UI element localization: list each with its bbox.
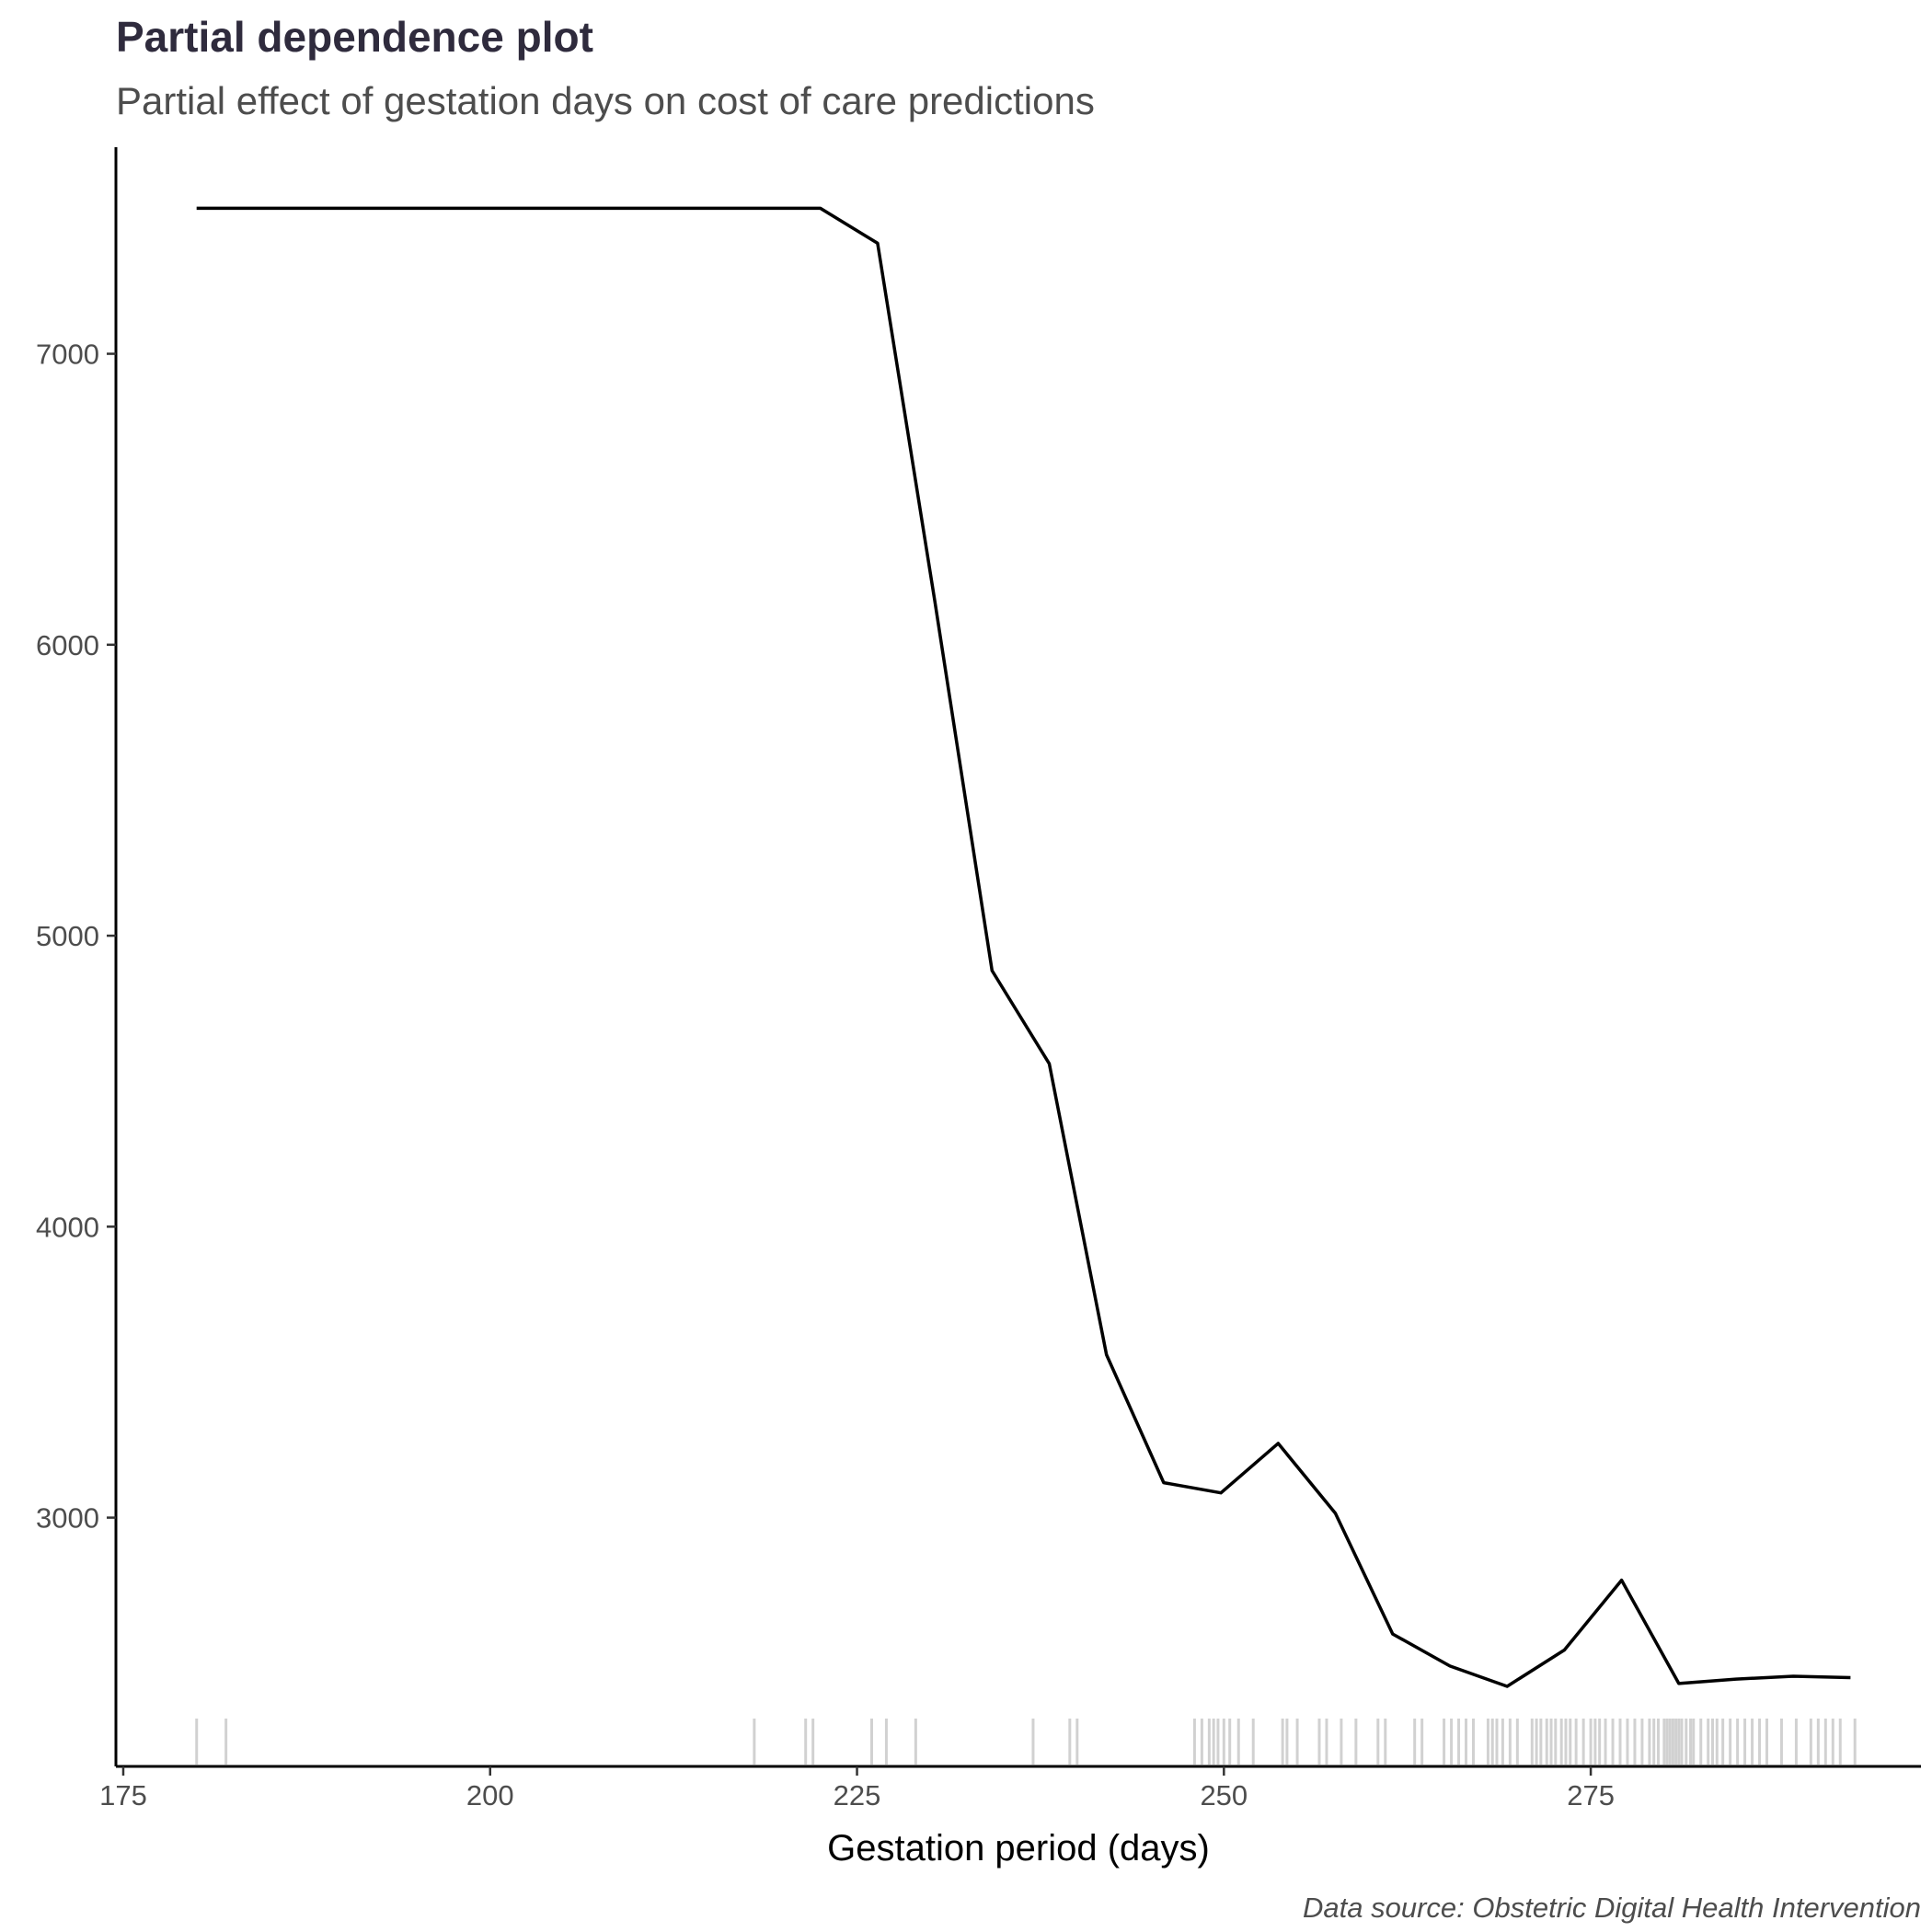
series-line-group xyxy=(196,206,1851,1688)
rug-marks xyxy=(195,1719,1857,1765)
y-tick-label: 7000 xyxy=(36,339,99,371)
x-axis-title: Gestation period (days) xyxy=(827,1828,1210,1869)
chart-subtitle: Partial effect of gestation days on cost… xyxy=(116,79,1095,122)
x-tick-label: 200 xyxy=(466,1779,514,1811)
x-tick-label: 250 xyxy=(1200,1779,1248,1811)
chart-caption: Data source: Obstetric Digital Health In… xyxy=(1303,1892,1921,1924)
y-tick-label: 4000 xyxy=(36,1211,99,1243)
y-tick-label: 6000 xyxy=(36,629,99,661)
series-line xyxy=(196,206,1851,1688)
x-tick-label: 175 xyxy=(99,1779,147,1811)
x-axis-ticks: 175 200 225 250 275 xyxy=(99,1766,1615,1811)
y-tick-label: 5000 xyxy=(36,920,99,952)
y-axis-ticks: 3000 4000 5000 6000 7000 xyxy=(36,339,116,1535)
chart-title: Partial dependence plot xyxy=(116,13,593,61)
x-tick-label: 275 xyxy=(1567,1779,1615,1811)
x-tick-label: 225 xyxy=(834,1779,881,1811)
y-tick-label: 3000 xyxy=(36,1502,99,1535)
